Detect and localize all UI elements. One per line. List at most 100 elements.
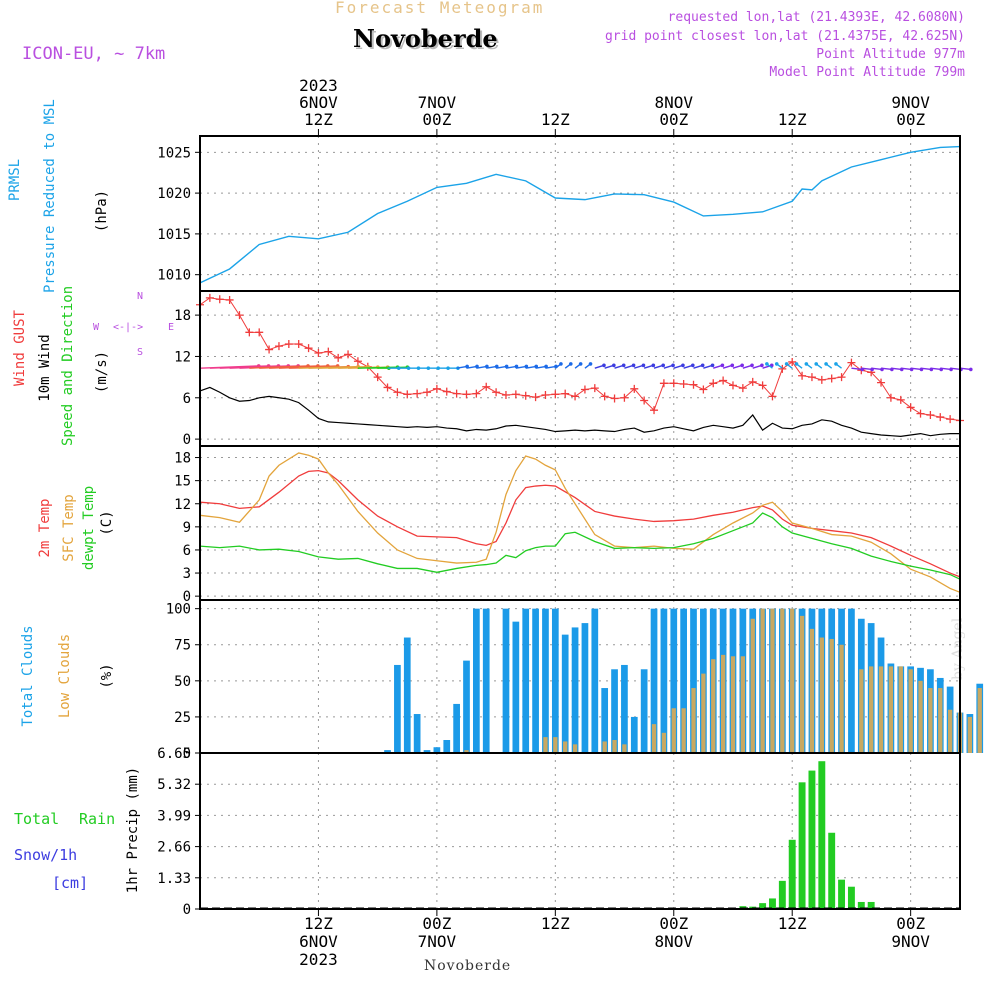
low-cloud-bar <box>691 688 696 753</box>
gust-point <box>393 388 402 397</box>
gust-point <box>492 388 501 397</box>
low-cloud-bar <box>780 608 785 753</box>
gust-point <box>314 349 323 357</box>
gust-point <box>344 350 353 359</box>
gust-point <box>462 390 471 399</box>
wind-arrow-head <box>730 363 735 368</box>
gust-point <box>669 379 678 388</box>
total-cloud-bar <box>463 660 470 753</box>
low-cloud-bar <box>839 644 844 753</box>
y-tick-label: 18 <box>174 451 191 467</box>
gust-point <box>580 385 589 394</box>
gust-point <box>886 393 895 402</box>
footer-location: Novoberde <box>424 958 512 974</box>
wind-arrow <box>940 367 952 371</box>
total-cloud-bar <box>561 634 569 753</box>
gust-point <box>511 390 520 399</box>
total-cloud-bar <box>433 747 441 753</box>
low-cloud-bar <box>651 724 657 753</box>
wind-arrow-head <box>760 363 764 368</box>
gust-point <box>778 364 787 373</box>
low-cloud-bar <box>947 709 953 753</box>
gust-point <box>590 384 599 393</box>
y-tick-label: 12 <box>174 497 191 513</box>
low-cloud-bar <box>563 741 568 753</box>
y-tick-label: 1015 <box>157 227 191 243</box>
gust-point <box>452 389 461 398</box>
compass-s: S <box>137 347 143 358</box>
total-cloud-bar <box>522 608 530 753</box>
gust-point <box>294 340 303 349</box>
y-tick-label: 1010 <box>157 268 191 284</box>
wind-arrow <box>871 367 883 371</box>
gust-point <box>679 380 688 388</box>
total-cloud-bar <box>680 608 687 753</box>
wind-arrow-head <box>568 362 573 366</box>
model-label: ICON-EU, ~ 7km <box>22 44 166 64</box>
gust-point <box>709 379 718 388</box>
gust-line <box>199 297 961 422</box>
precip-bar <box>808 770 816 909</box>
low-cloud-bar <box>918 680 923 753</box>
precip-bar <box>838 879 846 909</box>
y-tick-label: 2.66 <box>157 840 191 856</box>
low-cloud-bar <box>543 737 548 753</box>
wind-arrow-head <box>794 362 799 366</box>
gust-point <box>413 389 422 398</box>
wind-arrow-head <box>740 363 744 368</box>
total-cloud-bar <box>591 608 599 753</box>
compass-glyph: <-|-> <box>113 322 143 333</box>
wind-arrow <box>880 367 892 371</box>
top-time-label: 12Z <box>541 110 570 129</box>
gust-point <box>719 376 728 385</box>
precip-bar <box>769 898 776 909</box>
gust-point <box>501 391 510 400</box>
wind-arrow-head <box>621 363 626 368</box>
gust-point <box>571 392 580 401</box>
total-cloud-bar <box>473 608 480 753</box>
low-cloud-bar <box>790 608 795 753</box>
wind-arrow-head <box>784 362 789 366</box>
bottom-time-label: 12Z <box>778 914 807 933</box>
location-title: Novoberde <box>353 24 498 53</box>
gust-point <box>373 373 382 382</box>
temp-line-1 <box>199 452 961 593</box>
y-tick-label: 1020 <box>157 186 191 202</box>
rain-rain-label: Rain <box>79 810 116 828</box>
bottom-time-label: 6NOV <box>299 932 338 951</box>
precip-bar <box>759 903 767 909</box>
total-cloud-bar <box>601 688 609 753</box>
low-cloud-bar <box>464 750 469 753</box>
wind-arrow-head <box>651 363 656 368</box>
wind-arrow-head <box>700 363 705 368</box>
gust-point <box>837 373 846 382</box>
gust-point <box>521 391 530 400</box>
low-cloud-bar <box>829 638 834 753</box>
wind-arrow-head <box>774 362 779 366</box>
model-altitude: Model Point Altitude 799m <box>769 65 965 80</box>
y-tick-label: 3.99 <box>157 808 191 824</box>
gust-point <box>551 390 560 399</box>
gust-point <box>215 295 224 304</box>
top-time-label: 00Z <box>659 110 688 129</box>
gust-point <box>946 415 955 424</box>
panel-prmsl: 1010 1015 1020 1025 <box>157 136 961 291</box>
total-cloud-bar <box>848 608 855 753</box>
panel-clouds: 0 25 50 75 100 <box>166 600 984 762</box>
gust-point <box>482 382 491 391</box>
gust-point <box>758 381 767 390</box>
y-tick-label: 9 <box>183 520 191 536</box>
y-tick-label: 5.32 <box>157 777 191 793</box>
low-cloud-bar <box>711 659 716 753</box>
wind-arrow-head <box>765 362 769 366</box>
y-tick-label: 1025 <box>157 145 191 161</box>
total-cloud-bar <box>611 669 618 753</box>
gust-point <box>432 384 441 393</box>
wind-arrow <box>930 367 942 371</box>
y-tick-label: 0 <box>183 589 191 605</box>
wind-arrow-head <box>804 362 809 366</box>
gust-point <box>788 357 797 366</box>
y-tick-label: 75 <box>174 638 191 654</box>
snow-label: Snow/1h <box>14 846 78 864</box>
